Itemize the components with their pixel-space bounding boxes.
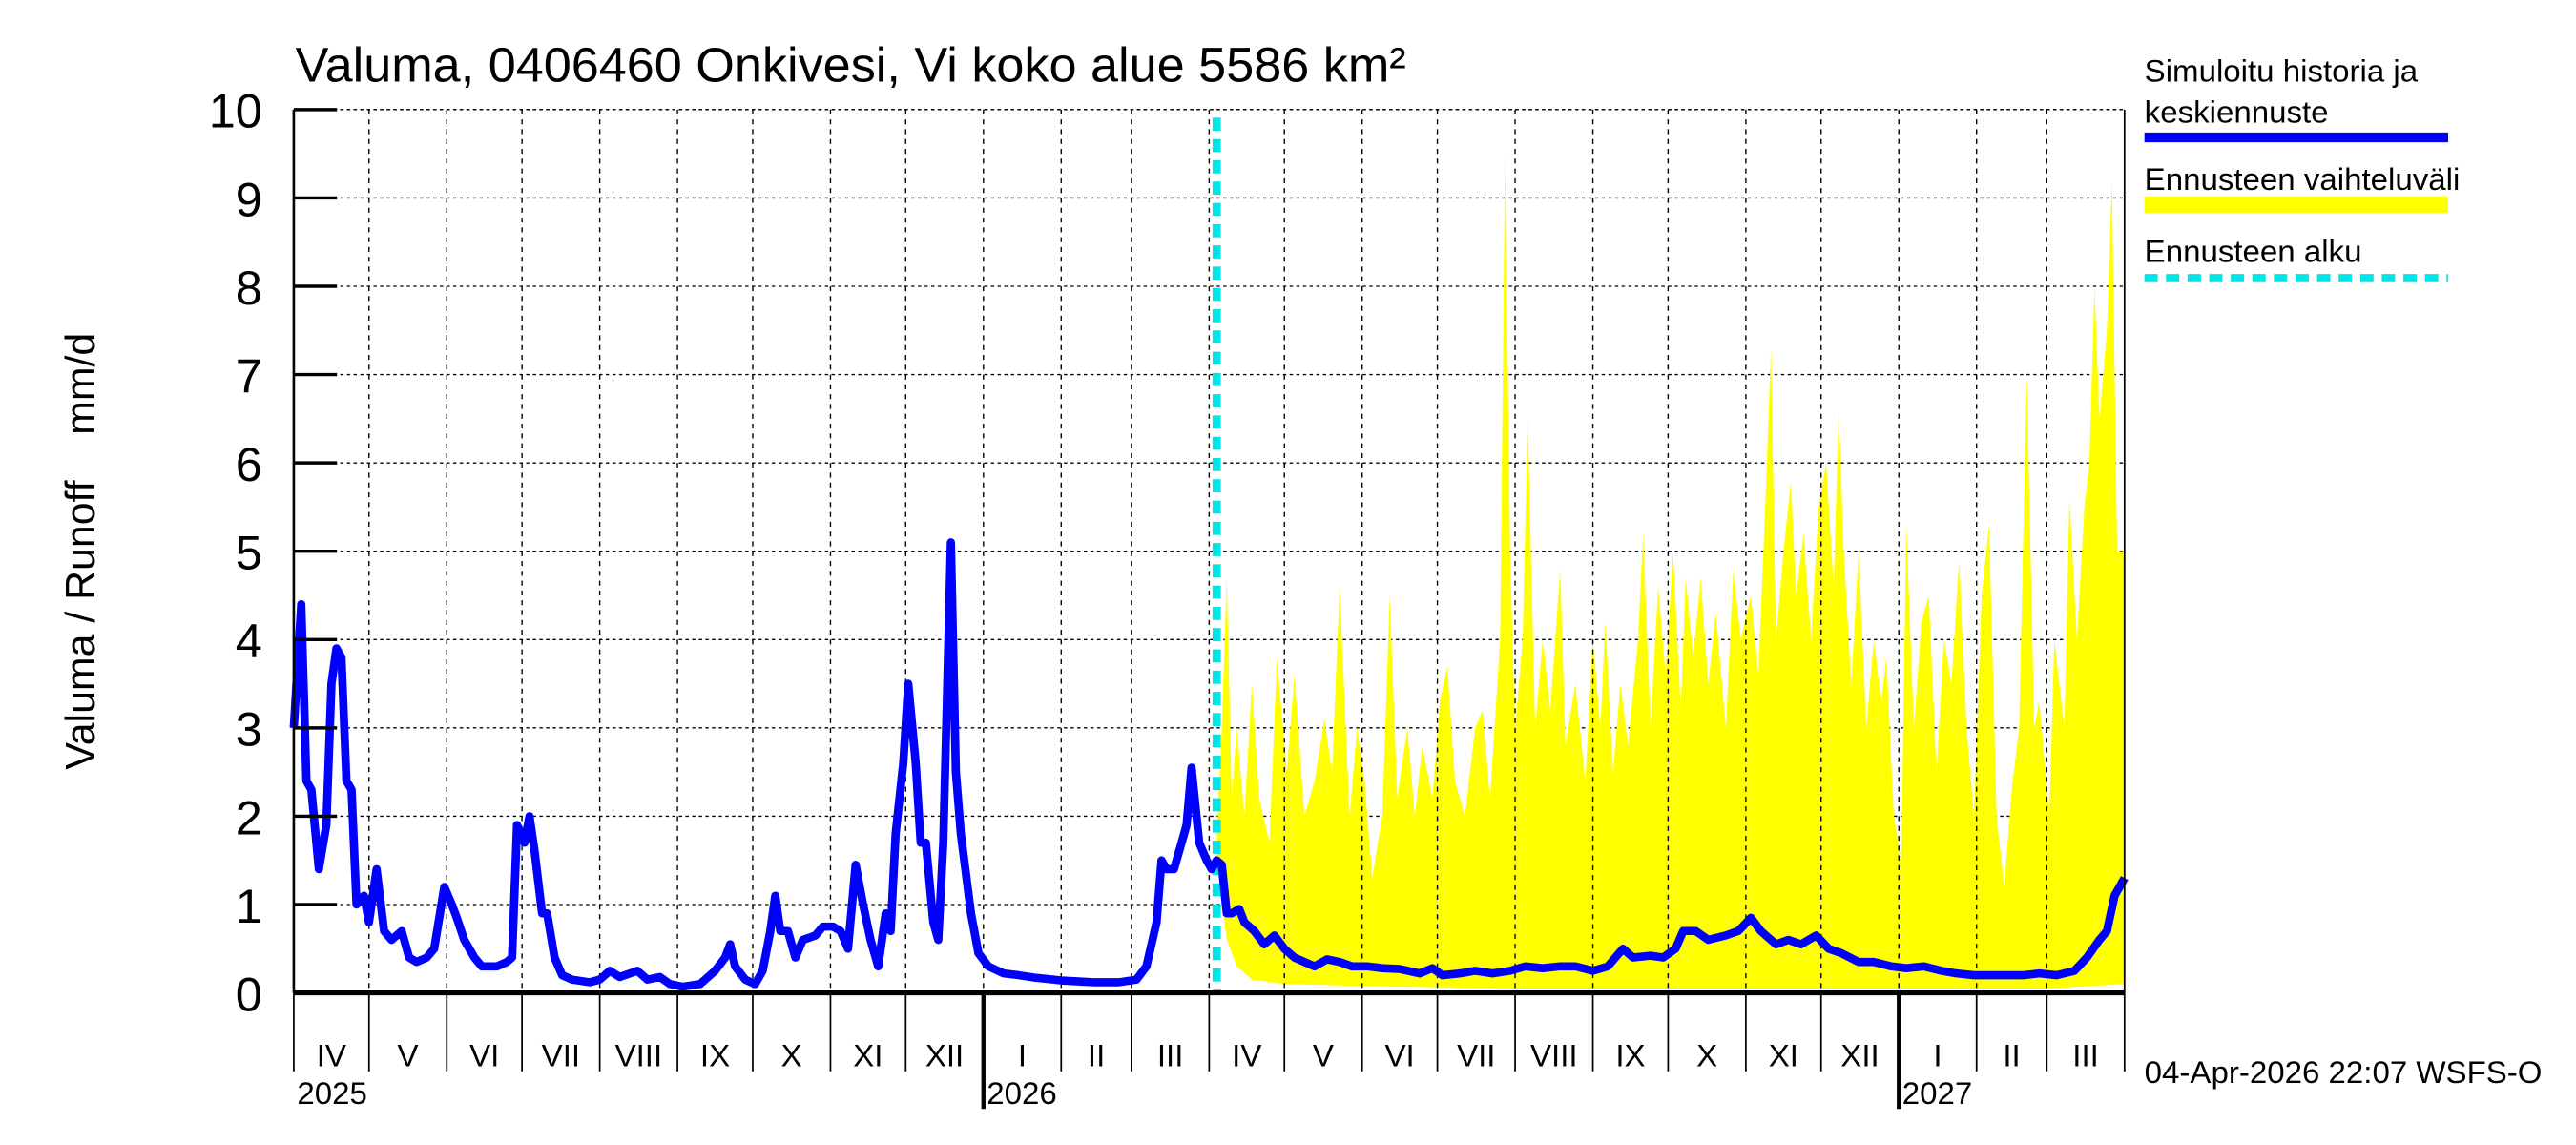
month-label: VIII: [615, 1038, 663, 1073]
year-label: 2025: [297, 1075, 367, 1111]
month-label: X: [781, 1038, 802, 1073]
y-tick-label: 6: [236, 438, 262, 491]
month-label: XII: [1840, 1038, 1879, 1073]
legend-label: Ennusteen alku: [2145, 234, 2362, 269]
month-label: VIII: [1530, 1038, 1578, 1073]
month-label: II: [2003, 1038, 2020, 1073]
month-label: VII: [542, 1038, 580, 1073]
month-label: VII: [1457, 1038, 1495, 1073]
y-tick-label: 10: [209, 85, 262, 138]
month-label: III: [2072, 1038, 2099, 1073]
y-tick-label: 7: [236, 350, 262, 404]
month-label: IV: [1232, 1038, 1261, 1073]
year-label: 2026: [987, 1075, 1057, 1111]
timestamp: 04-Apr-2026 22:07 WSFS-O: [2145, 1054, 2543, 1090]
legend: Simuloitu historia ja keskiennuste Ennuste…: [2144, 53, 2461, 282]
y-axis-label: Valuma / Runoff mm/d: [58, 333, 104, 770]
month-label: V: [398, 1038, 419, 1073]
month-label: VI: [1385, 1038, 1415, 1073]
legend-label: Ennusteen vaihteluväli: [2145, 161, 2461, 197]
legend-label: keskiennuste: [2145, 94, 2329, 130]
history-median-line: [289, 538, 2129, 991]
axes: [292, 108, 2126, 1110]
month-label: IX: [700, 1038, 730, 1073]
year-label: 2027: [1902, 1075, 1973, 1111]
y-tick-label: 3: [236, 703, 262, 757]
forecast-range-band: [1216, 154, 2125, 989]
y-tick-label: 8: [236, 261, 262, 315]
chart-title: Valuma, 0406460 Onkivesi, Vi koko alue 5…: [296, 37, 1406, 93]
legend-label: Simuloitu historia ja: [2145, 53, 2419, 89]
month-label: XI: [1769, 1038, 1798, 1073]
y-tick-label: 0: [236, 968, 262, 1022]
month-label: X: [1696, 1038, 1717, 1073]
month-label: III: [1157, 1038, 1184, 1073]
month-label: V: [1313, 1038, 1334, 1073]
y-tick-label: 5: [236, 527, 262, 580]
month-label: XII: [925, 1038, 964, 1073]
month-label: XI: [853, 1038, 883, 1073]
y-tick-label: 1: [236, 880, 262, 933]
y-tick-label: 2: [236, 792, 262, 845]
vertical-gridlines: [368, 109, 2048, 993]
month-label: I: [1933, 1038, 1942, 1073]
month-label: VI: [469, 1038, 499, 1073]
month-label: I: [1018, 1038, 1027, 1073]
month-label: II: [1088, 1038, 1105, 1073]
month-label: IX: [1615, 1038, 1645, 1073]
y-tick-label: 4: [236, 614, 262, 668]
legend-swatch-range: [2144, 196, 2449, 213]
month-label: IV: [317, 1038, 346, 1073]
y-tick-label: 9: [236, 174, 262, 227]
